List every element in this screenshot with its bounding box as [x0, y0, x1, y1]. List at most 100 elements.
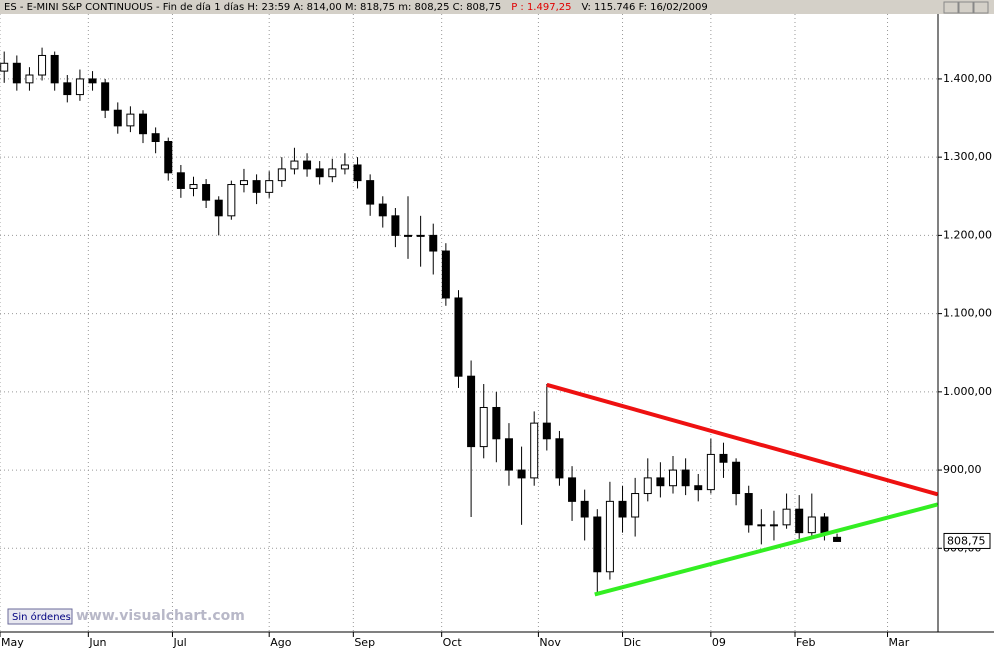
candle-body	[214, 199, 223, 217]
candle-body	[706, 453, 715, 491]
candle-body	[643, 477, 652, 495]
candle-body	[605, 500, 614, 573]
candle-body	[340, 164, 349, 170]
candle-body	[239, 180, 248, 186]
candle-body	[441, 250, 450, 299]
candle-body	[38, 54, 47, 76]
x-tick-label: Dic	[624, 636, 642, 649]
window-buttons[interactable]	[943, 1, 989, 14]
watermark: www.visualchart.com	[76, 608, 245, 624]
x-tick-label: Nov	[539, 636, 561, 649]
candle-body	[378, 203, 387, 217]
orders-button[interactable]	[7, 608, 73, 625]
candle-body	[315, 168, 324, 178]
candle-body	[404, 234, 413, 237]
x-tick-label: May	[1, 636, 24, 649]
candle-body	[151, 133, 160, 143]
candle-body	[113, 109, 122, 127]
candle-body	[694, 485, 703, 491]
maximize[interactable]	[958, 1, 974, 14]
candle-body	[50, 54, 59, 84]
close[interactable]	[973, 1, 989, 14]
last-price-label: 808,75	[947, 534, 986, 547]
candle-body	[202, 184, 211, 201]
candle-body	[12, 62, 21, 84]
candle-body	[732, 461, 741, 495]
candle-body	[795, 508, 804, 534]
candle-body	[530, 422, 539, 479]
y-tick-label: 1.100,00	[943, 307, 992, 320]
y-tick-label: 1.000,00	[943, 385, 992, 398]
header-price: P : 1.497,25	[511, 2, 571, 13]
candle-body	[454, 297, 463, 377]
candle-body	[479, 406, 488, 448]
header-bar	[0, 0, 994, 14]
candle-body	[833, 536, 842, 542]
minimize[interactable]	[943, 1, 959, 14]
candle-body	[757, 524, 766, 527]
candle-body	[227, 184, 236, 217]
candle-body	[719, 453, 728, 463]
candle-body	[656, 477, 665, 487]
header-text: ES - E-MINI S&P CONTINUOUS - Fin de día …	[4, 1, 501, 13]
candle-body	[467, 375, 476, 448]
trend-line	[546, 382, 939, 497]
orders-button-label[interactable]: Sin órdenes	[12, 611, 71, 623]
x-tick-label: 09	[712, 636, 726, 649]
candle-body	[303, 160, 312, 170]
x-tick-label: Jun	[88, 636, 106, 649]
candle-body	[504, 438, 513, 471]
candle-body	[290, 160, 299, 170]
trend-line	[594, 502, 939, 597]
x-tick-label: Feb	[796, 636, 815, 649]
candle-body	[744, 493, 753, 526]
candle-body	[88, 78, 97, 84]
candle-body	[416, 234, 425, 237]
candle-body	[63, 82, 72, 96]
candle-body	[769, 524, 778, 527]
candle-body	[189, 184, 198, 189]
x-tick-label: Sep	[354, 636, 375, 649]
candle-body	[252, 180, 261, 193]
y-tick-label: 1.200,00	[943, 228, 992, 241]
candle-body	[139, 113, 148, 135]
candle-body	[366, 180, 375, 205]
y-tick-label: 1.400,00	[943, 72, 992, 85]
candle-body	[164, 141, 173, 174]
candle-body	[353, 164, 362, 182]
candle-body	[176, 172, 185, 189]
candle-body	[669, 469, 678, 487]
y-tick-label: 900,00	[943, 463, 982, 476]
candle-body	[807, 516, 816, 534]
x-tick-label: Ago	[270, 636, 292, 649]
candle-body	[429, 234, 438, 252]
plot	[0, 14, 939, 632]
candle-body	[25, 74, 34, 84]
candle-body	[328, 168, 337, 178]
candle-body	[580, 500, 589, 518]
candle-body	[542, 422, 551, 440]
candle-body	[681, 469, 690, 487]
y-tick-label: 1.300,00	[943, 150, 992, 163]
candle-body	[101, 82, 110, 111]
candle-body	[568, 477, 577, 502]
candle-body	[820, 516, 829, 534]
x-tick-label: Mar	[889, 636, 910, 649]
last-price-box	[943, 532, 991, 549]
candle-body	[492, 406, 501, 440]
candle-body	[593, 516, 602, 573]
candle-body	[391, 215, 400, 236]
x-tick-label: Jul	[172, 636, 186, 649]
x-tick-label: Oct	[443, 636, 463, 649]
candle-body	[618, 500, 627, 518]
candle-body	[555, 438, 564, 479]
candle-body	[126, 113, 135, 127]
candle-body	[517, 469, 526, 479]
header-rest: V: 115.746 F: 16/02/2009	[581, 2, 707, 13]
candle-body	[277, 168, 286, 182]
candle-body	[0, 62, 9, 72]
candle-body	[265, 180, 274, 193]
candle-body	[75, 78, 84, 96]
candle-body	[631, 493, 640, 518]
